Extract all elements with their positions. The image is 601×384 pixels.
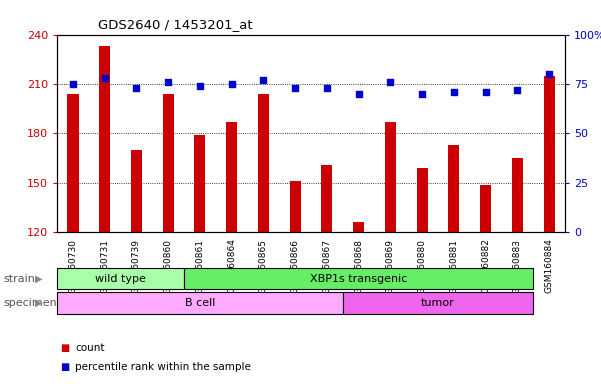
Point (417, 91, 427, 97)
Bar (385, 122, 396, 232)
Bar (353, 222, 364, 232)
Bar (163, 94, 174, 232)
Text: B cell: B cell (185, 298, 215, 308)
Point (481, 89, 490, 95)
Point (290, 85, 300, 91)
Bar (343, 292, 533, 314)
Text: specimen: specimen (3, 298, 56, 308)
Point (354, 91, 364, 97)
Bar (448, 145, 459, 232)
Point (227, 81, 236, 87)
Point (258, 77, 268, 83)
Bar (480, 185, 491, 232)
Point (513, 87, 522, 93)
Point (545, 71, 554, 77)
Point (195, 83, 205, 89)
Point (68, 81, 78, 87)
Text: ▶: ▶ (35, 274, 42, 284)
Bar (131, 150, 142, 232)
Bar (226, 122, 237, 232)
Text: ▶: ▶ (35, 298, 42, 308)
Bar (512, 158, 523, 232)
Text: count: count (75, 343, 105, 353)
Point (100, 75, 109, 81)
Bar (258, 94, 269, 232)
Point (163, 79, 173, 85)
Bar (57, 268, 184, 290)
Bar (57, 292, 343, 314)
Bar (184, 268, 533, 290)
Point (449, 89, 459, 95)
Bar (67, 94, 79, 232)
Point (132, 85, 141, 91)
Bar (543, 76, 555, 232)
Bar (290, 181, 300, 232)
Bar (322, 165, 332, 232)
Text: XBP1s transgenic: XBP1s transgenic (310, 274, 407, 284)
Text: ■: ■ (60, 343, 69, 353)
Text: strain: strain (3, 274, 35, 284)
Text: tumor: tumor (421, 298, 455, 308)
Text: ■: ■ (60, 362, 69, 372)
Bar (194, 135, 206, 232)
Text: GDS2640 / 1453201_at: GDS2640 / 1453201_at (98, 18, 252, 31)
Point (386, 79, 395, 85)
Text: percentile rank within the sample: percentile rank within the sample (75, 362, 251, 372)
Bar (416, 168, 428, 232)
Point (322, 85, 332, 91)
Bar (99, 46, 110, 232)
Text: wild type: wild type (95, 274, 146, 284)
